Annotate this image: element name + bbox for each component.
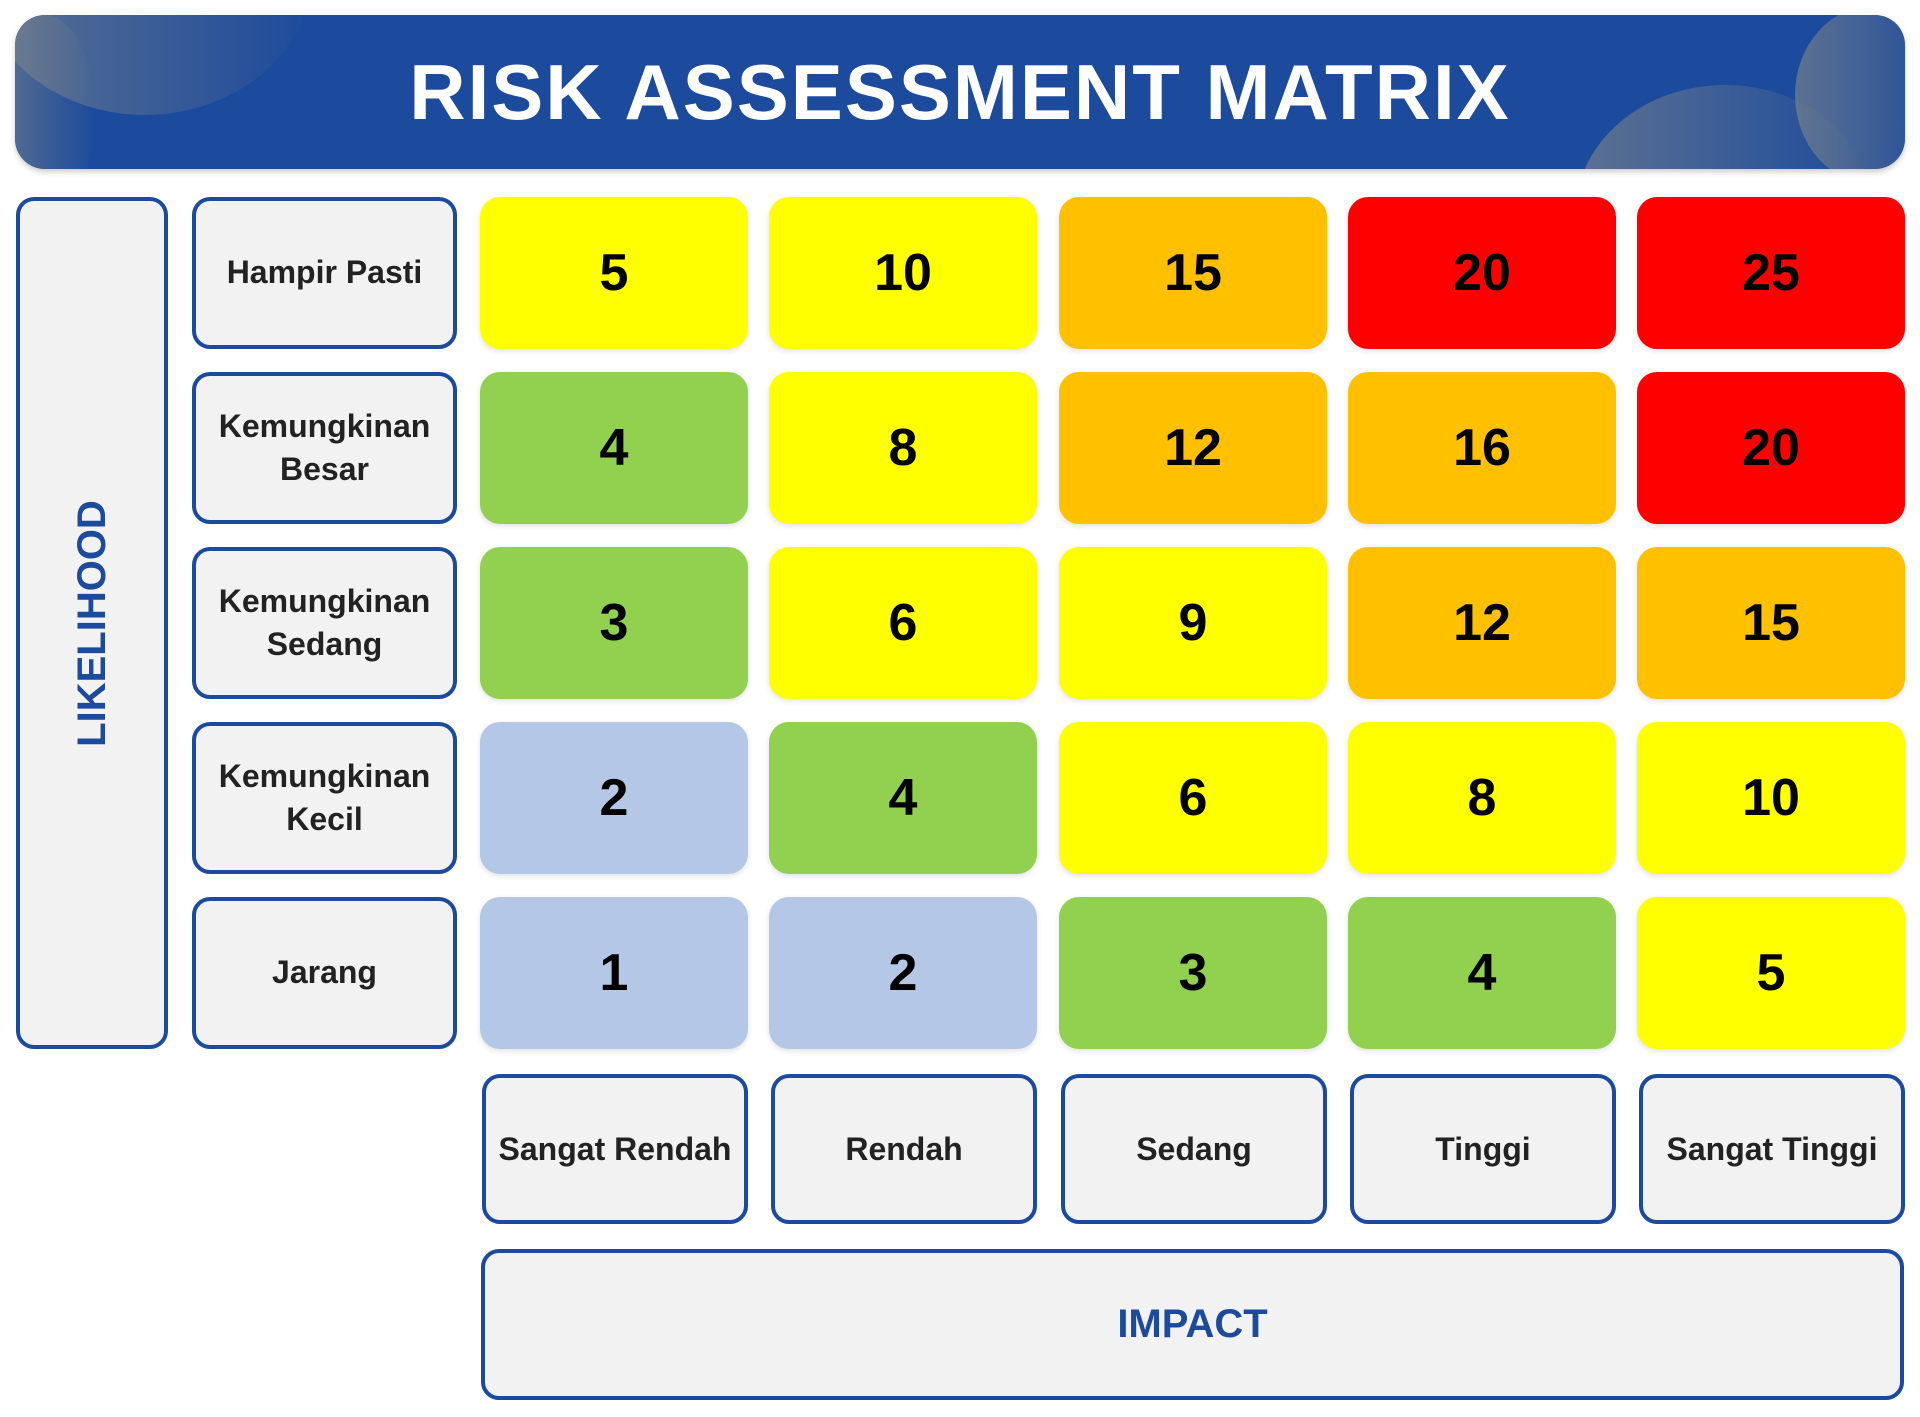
likelihood-level-label: Hampir Pasti [192, 197, 457, 349]
risk-cell: 10 [769, 197, 1037, 349]
risk-cell: 12 [1059, 372, 1327, 524]
risk-cell: 2 [480, 722, 748, 874]
likelihood-level-text: Jarang [272, 954, 377, 991]
likelihood-level-label: Kemungkinan Besar [192, 372, 457, 524]
risk-cell: 15 [1637, 547, 1905, 699]
risk-cell: 5 [1637, 897, 1905, 1049]
impact-level-label: Sangat Tinggi [1639, 1074, 1905, 1224]
risk-cell: 10 [1637, 722, 1905, 874]
likelihood-level-text: Kemungkinan Kecil [218, 757, 431, 837]
risk-cell: 20 [1637, 372, 1905, 524]
title-banner: RISK ASSESSMENT MATRIX [15, 15, 1905, 169]
risk-cell: 2 [769, 897, 1037, 1049]
risk-cell: 6 [769, 547, 1037, 699]
risk-cell: 6 [1059, 722, 1327, 874]
decorative-circle [1795, 15, 1905, 169]
risk-cell: 4 [769, 722, 1037, 874]
risk-cell: 8 [769, 372, 1037, 524]
risk-cell: 4 [480, 372, 748, 524]
risk-cell: 4 [1348, 897, 1616, 1049]
likelihood-axis-label: LIKELIHOOD [16, 197, 168, 1049]
likelihood-level-label: Jarang [192, 897, 457, 1049]
impact-level-label: Tinggi [1350, 1074, 1616, 1224]
risk-cell: 16 [1348, 372, 1616, 524]
impact-label-text: IMPACT [1117, 1302, 1268, 1346]
risk-cell: 3 [480, 547, 748, 699]
risk-cell: 12 [1348, 547, 1616, 699]
risk-cell: 25 [1637, 197, 1905, 349]
risk-cell: 15 [1059, 197, 1327, 349]
likelihood-level-label: Kemungkinan Sedang [192, 547, 457, 699]
impact-level-label: Sangat Rendah [482, 1074, 748, 1224]
risk-cell: 3 [1059, 897, 1327, 1049]
likelihood-level-label: Kemungkinan Kecil [192, 722, 457, 874]
impact-level-label: Sedang [1061, 1074, 1327, 1224]
impact-level-label: Rendah [771, 1074, 1037, 1224]
risk-cell: 1 [480, 897, 748, 1049]
risk-cell: 20 [1348, 197, 1616, 349]
likelihood-level-text: Hampir Pasti [226, 254, 423, 291]
likelihood-level-text: Kemungkinan Sedang [218, 582, 431, 662]
risk-cell: 8 [1348, 722, 1616, 874]
risk-cell: 9 [1059, 547, 1327, 699]
likelihood-level-text: Kemungkinan Besar [218, 407, 431, 487]
page-title: RISK ASSESSMENT MATRIX [409, 47, 1511, 136]
risk-cell: 5 [480, 197, 748, 349]
impact-axis-label: IMPACT [481, 1249, 1904, 1400]
likelihood-label-text: LIKELIHOOD [69, 499, 114, 747]
